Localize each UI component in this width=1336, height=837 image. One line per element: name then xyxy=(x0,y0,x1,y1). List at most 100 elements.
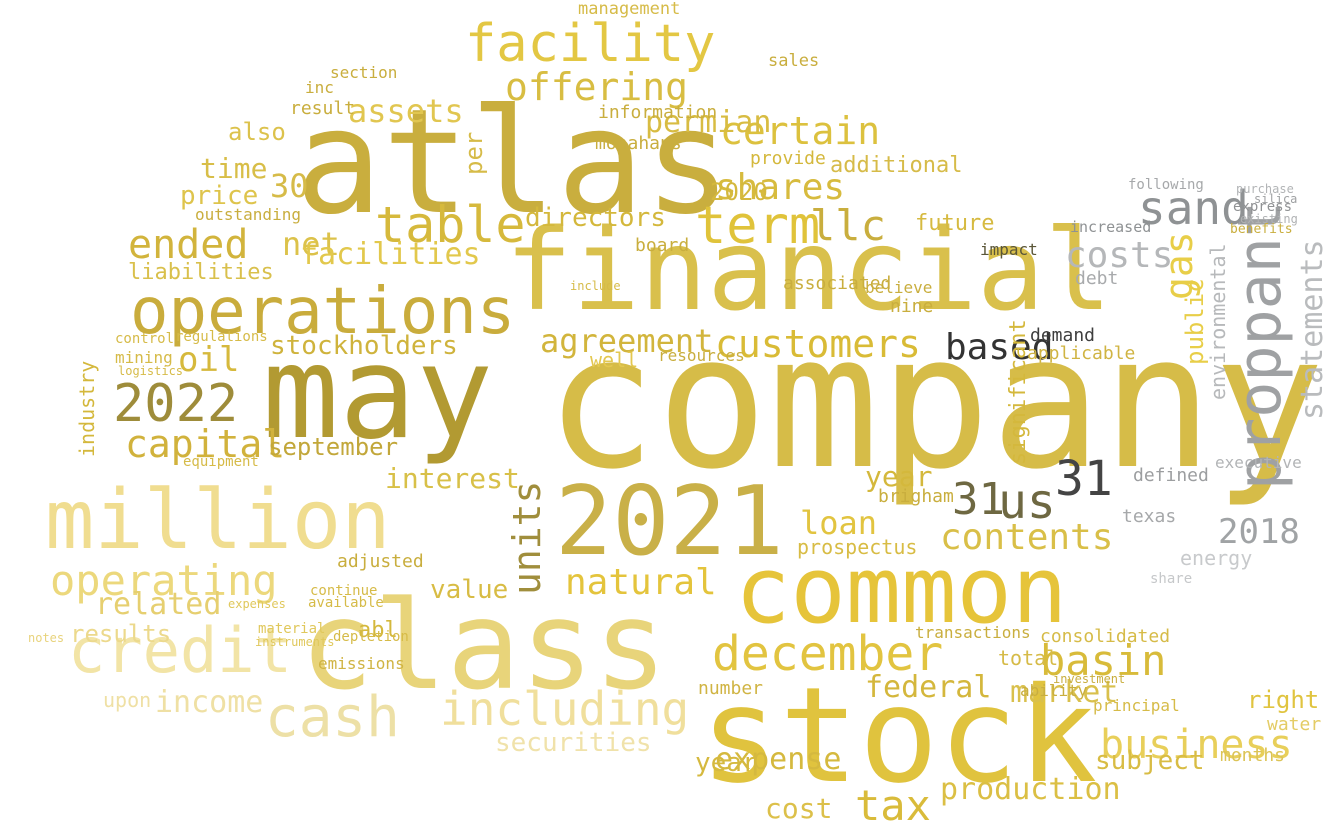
word-section: section xyxy=(330,63,398,82)
word-expenses: expenses xyxy=(228,597,286,611)
word-facility: facility xyxy=(465,14,716,74)
word-tax: tax xyxy=(855,781,931,830)
word-including: including xyxy=(440,682,690,736)
word-units: units xyxy=(505,480,549,595)
word-nine: nine xyxy=(890,296,934,317)
word-net: net xyxy=(282,225,340,263)
word-result: result xyxy=(290,98,356,119)
word-related: related xyxy=(95,587,222,622)
word-costs: costs xyxy=(1065,235,1174,276)
word-demand: demand xyxy=(1030,325,1096,346)
word-term: term xyxy=(695,196,821,256)
word-instruments: instruments xyxy=(255,635,335,649)
word-sand: sand xyxy=(1138,181,1249,235)
word-believe: believe xyxy=(865,278,933,297)
word-oil: oil xyxy=(178,340,240,380)
word-texas: texas xyxy=(1122,506,1177,527)
word-total: total xyxy=(998,646,1059,670)
word-upon: upon xyxy=(103,688,152,712)
word-based: based xyxy=(945,327,1054,368)
word-provide: provide xyxy=(750,148,826,169)
word-logistics: logistics xyxy=(118,364,184,378)
word-market: market xyxy=(1010,675,1119,710)
word-silica: silica xyxy=(1254,192,1298,206)
word-significant: significant xyxy=(1006,319,1031,465)
word-million: million xyxy=(45,473,391,568)
word-share: share xyxy=(1150,571,1193,587)
word-increased: increased xyxy=(1070,218,1152,236)
word-stock: stock xyxy=(700,659,1098,813)
word-interest: interest xyxy=(385,462,520,495)
word-transactions: transactions xyxy=(915,623,1031,642)
word-principal: principal xyxy=(1093,696,1180,715)
word-control: control xyxy=(115,331,175,347)
word-time: time xyxy=(200,152,268,185)
word-cash: cash xyxy=(265,685,400,750)
word-additional: additional xyxy=(830,153,963,178)
word-cost: cost xyxy=(765,792,833,825)
word-us: us xyxy=(998,474,1056,530)
word-business: business xyxy=(1100,722,1293,768)
word-offering: offering xyxy=(505,65,689,109)
word-federal: federal xyxy=(865,670,992,705)
word-subject: subject xyxy=(1095,746,1205,776)
word-year: year xyxy=(865,460,933,493)
word-3: year xyxy=(695,748,758,778)
word-credit: credit xyxy=(68,614,292,687)
word-certain: certain xyxy=(720,109,881,153)
word-defined: defined xyxy=(1133,465,1209,486)
word-basin: basin xyxy=(1040,636,1167,685)
word-directors: directors xyxy=(525,203,666,233)
word-well: well xyxy=(590,348,639,372)
word-information: information xyxy=(598,102,718,123)
word-right: right xyxy=(1247,686,1320,714)
word-available: available xyxy=(308,595,384,611)
word-operations: operations xyxy=(130,275,516,349)
word-2020: 2020 xyxy=(710,178,768,206)
word-inc: inc xyxy=(305,78,334,97)
word-operating: operating xyxy=(50,556,278,605)
word-company: company xyxy=(545,294,1325,510)
word-public: public xyxy=(1181,278,1209,365)
word-abl: abl xyxy=(358,618,398,643)
word-months: months xyxy=(1220,745,1286,766)
word-energy: energy xyxy=(1180,546,1253,570)
word-continue: continue xyxy=(310,583,378,599)
word-expense: expense xyxy=(715,742,842,777)
word-benefits: benefits xyxy=(1230,222,1293,237)
word-executive: executive xyxy=(1215,453,1302,472)
word-stockholders: stockholders xyxy=(270,331,458,361)
word-atlas: atlas xyxy=(295,78,732,247)
word-loan: loan xyxy=(800,504,878,542)
word-natural: natural xyxy=(565,562,717,603)
word-2022: 2022 xyxy=(113,374,239,434)
word-consolidated: consolidated xyxy=(1040,626,1171,647)
word-board: board xyxy=(635,235,690,256)
word-proppant: proppant xyxy=(1225,201,1295,490)
word-llc: llc xyxy=(810,201,886,250)
word-assets: assets xyxy=(348,92,464,130)
word-adjusted: adjusted xyxy=(337,551,424,572)
word-customers: customers xyxy=(715,322,921,366)
word-applicable: applicable xyxy=(1027,343,1136,364)
word-september: september xyxy=(268,433,399,461)
word-following: following xyxy=(1128,177,1204,193)
word-2018: 2018 xyxy=(1218,512,1300,552)
word-future: future xyxy=(915,211,995,236)
word-table: table xyxy=(375,196,526,254)
word-securities: securities xyxy=(495,728,652,758)
word-investment: investment xyxy=(1053,672,1126,686)
word-prospectus: prospectus xyxy=(797,535,918,559)
word-class: class xyxy=(300,575,668,717)
word-31: 31 xyxy=(1055,451,1113,507)
word-include: include xyxy=(570,279,621,293)
word-production: production xyxy=(940,772,1121,807)
word-depletion: depletion xyxy=(333,629,409,645)
word-resources: resources xyxy=(658,346,745,365)
word-sales: sales xyxy=(768,51,820,71)
word-ended: ended xyxy=(128,222,249,268)
word-existing: existing xyxy=(1240,212,1298,226)
word-30: 30 xyxy=(270,167,309,205)
word-material: material xyxy=(258,621,326,637)
